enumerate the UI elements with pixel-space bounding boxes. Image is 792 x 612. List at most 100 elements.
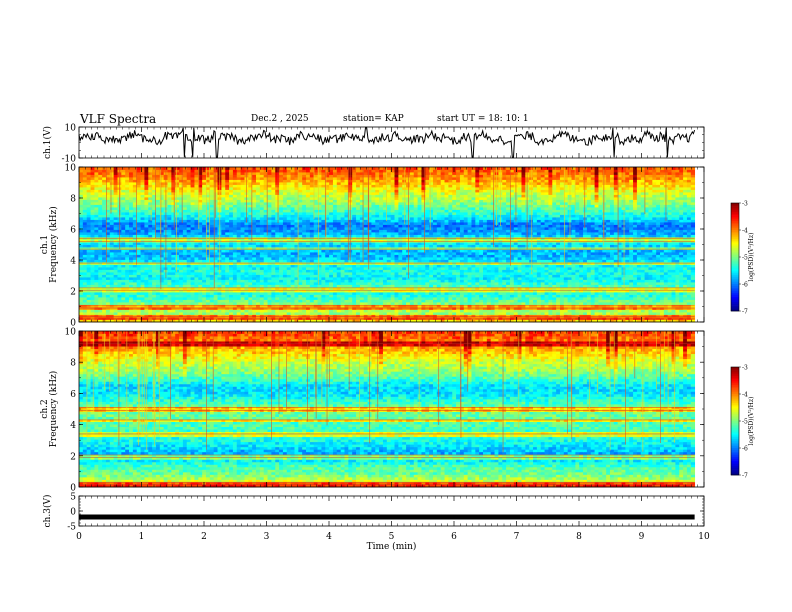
spectrogram-cell — [375, 294, 380, 298]
spectrogram-cell — [448, 279, 453, 283]
spectrogram-cell — [467, 302, 472, 305]
spectrogram-cell — [509, 259, 515, 263]
spectrogram-cell — [483, 312, 488, 315]
spectrogram-cell — [536, 287, 542, 290]
spectrogram-cell — [409, 312, 415, 315]
spectrogram-cell — [244, 294, 249, 298]
spectrogram-cell — [182, 299, 188, 303]
spectrogram-cell — [513, 282, 519, 285]
spectrogram-cell — [675, 294, 680, 298]
spectrogram-cell — [660, 292, 665, 295]
spectrogram-cell — [583, 272, 588, 275]
spectrogram-cell — [171, 292, 176, 295]
spectrogram-cell — [194, 289, 199, 293]
spectrogram-cell — [690, 267, 696, 270]
spectrogram-cell — [302, 292, 307, 295]
spectrogram-cell — [479, 257, 484, 260]
spectrogram-cell — [517, 259, 522, 263]
spectrogram-cell — [440, 254, 445, 258]
spectrogram-cell — [456, 312, 461, 315]
spectrogram-cell — [525, 302, 530, 305]
spectrogram-cell — [182, 314, 188, 318]
spectrogram-cell — [267, 269, 272, 273]
spectrogram-cell — [394, 307, 399, 310]
spectrogram-cell — [652, 294, 657, 298]
spectrogram-cell — [105, 292, 111, 295]
spectrogram-cell — [633, 252, 638, 255]
spectrogram-cell — [309, 287, 315, 290]
spectrogram-cell — [290, 247, 295, 250]
spectrogram-cell — [675, 259, 680, 263]
spectrogram-cell — [629, 307, 634, 310]
spectrogram-cell — [690, 244, 696, 248]
spectrogram-cell — [552, 319, 557, 323]
spectrogram-cell — [667, 314, 672, 318]
spectrogram-cell — [382, 259, 388, 263]
spectrogram-cell — [186, 284, 191, 288]
spectrogram-cell — [467, 314, 472, 318]
spectrogram-cell — [329, 254, 334, 258]
spectrogram-cell — [444, 319, 449, 323]
spectrogram-cell — [425, 312, 430, 315]
spectrogram-cell — [213, 314, 218, 318]
spectrogram-cell — [571, 264, 576, 268]
spectrogram-cell — [129, 252, 134, 255]
spectrogram-cell — [129, 269, 134, 273]
spectrogram-cell — [175, 264, 180, 268]
spectrogram-cell — [402, 252, 407, 255]
spectrogram-cell — [163, 302, 168, 305]
spectrogram-cell — [225, 307, 230, 310]
spectrogram-cell — [167, 259, 172, 263]
spectrogram-cell — [113, 242, 118, 245]
spectrogram-cell — [186, 314, 191, 318]
spectrogram-cell — [663, 294, 669, 298]
spectrogram-cell — [329, 279, 334, 283]
spectrogram-cell — [263, 282, 268, 285]
spectrogram-cell — [286, 269, 292, 273]
spectrogram-cell — [686, 277, 692, 280]
spectrogram-cell — [617, 294, 622, 298]
spectrogram-cell — [432, 287, 438, 290]
spectrogram-cell — [467, 292, 472, 295]
spectrogram-cell — [132, 309, 138, 313]
spectrogram-cell — [429, 277, 434, 280]
spectrogram-cell — [440, 264, 445, 268]
spectrogram-cell — [544, 314, 549, 318]
spectrogram-cell — [155, 277, 161, 280]
spectrogram-cell — [590, 287, 595, 290]
spectrogram-cell — [575, 249, 580, 253]
spectrogram-cell — [271, 269, 276, 273]
spectrogram-cell — [394, 252, 399, 255]
spectrogram-cell — [267, 297, 272, 300]
spectrogram-cell — [602, 317, 607, 320]
spectrogram-cell — [275, 297, 280, 300]
spectrogram-cell — [252, 282, 257, 285]
spectrogram-cell — [271, 267, 276, 270]
spectrogram-cell — [559, 249, 565, 253]
spectrogram-cell — [282, 282, 288, 285]
spectrogram-cell — [236, 277, 241, 280]
spectrogram-cell — [236, 289, 241, 293]
spectrogram-cell — [371, 254, 376, 258]
spectrogram-cell — [667, 297, 672, 300]
spectrogram-cell — [313, 264, 318, 268]
spectrogram-cell — [129, 267, 134, 270]
spectrogram-cell — [325, 269, 330, 273]
spectrogram-cell — [313, 307, 318, 310]
spectrogram-cell — [179, 244, 184, 248]
spectrogram-cell — [571, 279, 576, 283]
spectrogram-cell — [105, 282, 111, 285]
spectrogram-cell — [282, 257, 288, 260]
spectrogram-cell — [475, 277, 480, 280]
spectrogram-cell — [148, 282, 153, 285]
spectrogram-cell — [121, 264, 126, 268]
spectrogram-cell — [509, 312, 515, 315]
spectrogram-cell — [321, 257, 326, 260]
spectrogram-cell — [529, 259, 534, 263]
spectrogram-cell — [179, 267, 184, 270]
spectrogram-cell — [563, 307, 569, 310]
spectrogram-cell — [113, 312, 118, 315]
spectrogram-cell — [356, 279, 361, 283]
spectrogram-cell — [86, 289, 91, 293]
spectrogram-cell — [98, 307, 103, 310]
